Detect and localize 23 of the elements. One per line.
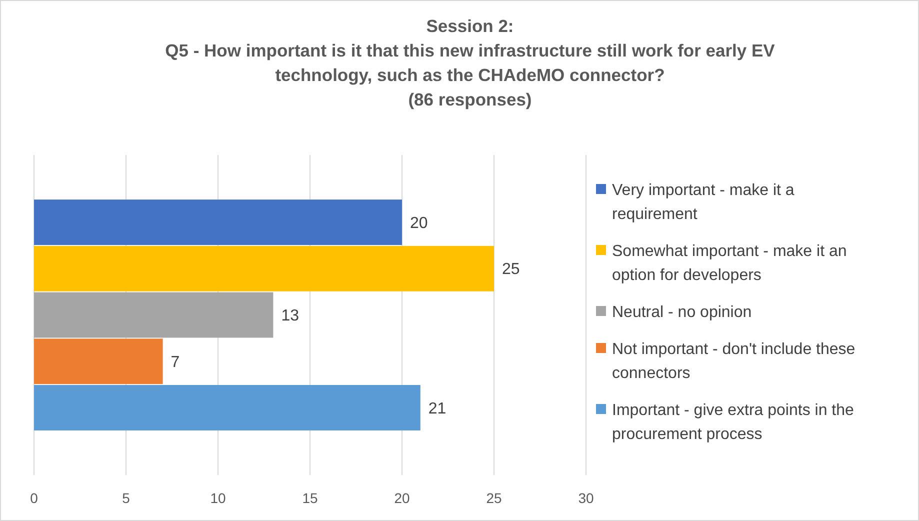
x-tick-label: 10 bbox=[210, 490, 226, 506]
bar bbox=[34, 200, 402, 245]
chart-title: Session 2: Q5 - How important is it that this new infrastructure still work for early EV technology, such as the CHAdeMO connector? (86 responses) bbox=[165, 16, 776, 110]
x-tick-label: 0 bbox=[30, 490, 38, 506]
data-label: 13 bbox=[281, 308, 300, 325]
bar bbox=[34, 385, 420, 430]
x-tick-label: 20 bbox=[394, 490, 410, 506]
x-tick-label: 30 bbox=[578, 490, 594, 506]
bar bbox=[34, 292, 274, 338]
x-tick-label: 15 bbox=[302, 490, 318, 506]
bar bbox=[34, 246, 494, 292]
data-label: 25 bbox=[502, 261, 520, 278]
legend-label: Somewhat important - make it an option for developers bbox=[612, 243, 847, 284]
x-tick-label: 5 bbox=[122, 490, 130, 506]
x-tick-label: 25 bbox=[486, 490, 502, 506]
data-label: 20 bbox=[410, 214, 428, 232]
legend-label: Very important - make it a requirement bbox=[612, 182, 794, 223]
legend-label: Not important - don't include these connectors bbox=[612, 341, 856, 382]
bar bbox=[34, 338, 163, 384]
data-label: 21 bbox=[428, 400, 446, 418]
legend-label: Important - give extra points in the procurement process bbox=[612, 402, 854, 443]
legend-label: Neutral - no opinion bbox=[612, 304, 752, 321]
data-label: 7 bbox=[170, 354, 180, 371]
